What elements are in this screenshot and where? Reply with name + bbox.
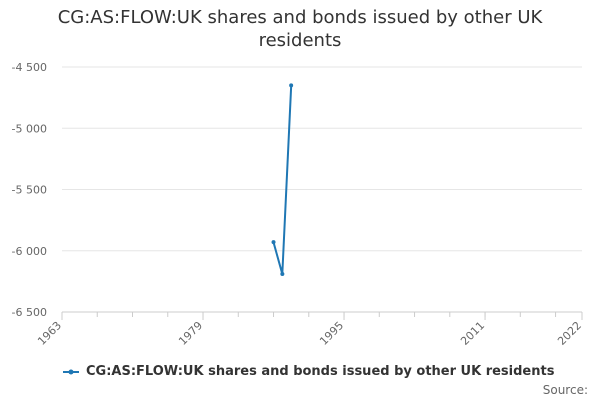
data-point[interactable]	[289, 83, 294, 88]
grid-layer	[62, 66, 582, 313]
x-tick-label: 1963	[35, 319, 64, 348]
source-label: Source:	[542, 383, 588, 397]
chart-title: CG:AS:FLOW:UK shares and bonds issued by…	[57, 7, 543, 51]
data-point[interactable]	[280, 272, 285, 277]
y-tick-label: -6 500	[12, 306, 47, 319]
x-tick-label: 1995	[317, 319, 346, 348]
legend-series-marker	[63, 369, 79, 374]
legend[interactable]: CG:AS:FLOW:UK shares and bonds issued by…	[62, 364, 554, 379]
x-tick-label: 2022	[555, 319, 584, 348]
legend-label: CG:AS:FLOW:UK shares and bonds issued by…	[86, 364, 555, 379]
x-tick-label: 1979	[176, 319, 205, 348]
data-point[interactable]	[271, 240, 276, 245]
y-tick-label: -5 000	[12, 122, 47, 135]
series-line	[272, 85, 293, 275]
y-tick-label: -5 500	[12, 184, 47, 197]
series-layer	[271, 83, 294, 277]
y-tick-label: -4 500	[12, 61, 47, 74]
x-tick-label: 2011	[458, 319, 487, 348]
y-tick-label: -6 000	[12, 245, 47, 258]
